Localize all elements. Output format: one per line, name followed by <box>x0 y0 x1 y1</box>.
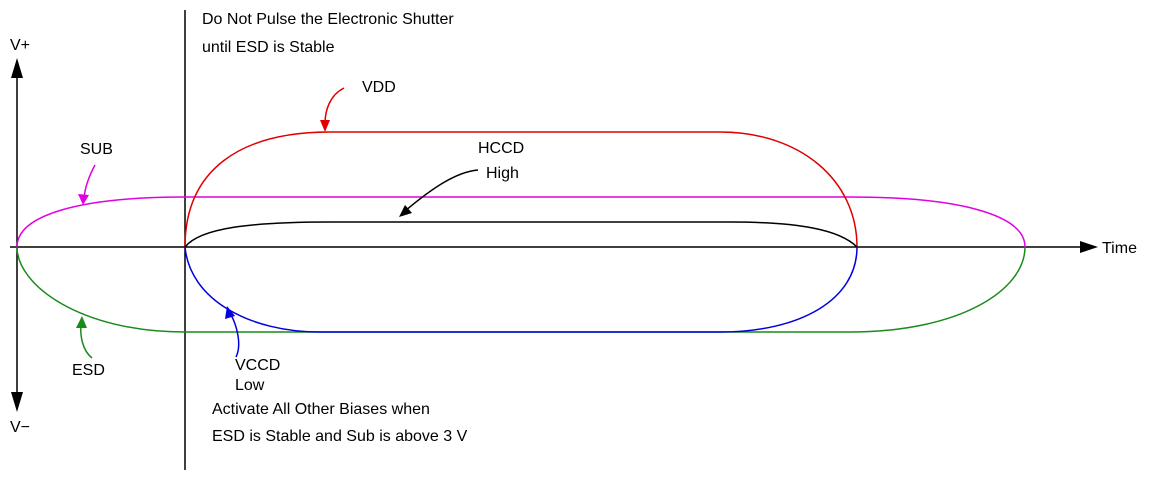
v-plus-arrow <box>11 58 23 78</box>
hccd-curve <box>184 221 858 248</box>
vccd-label: Low <box>235 377 265 394</box>
top-note: Do Not Pulse the Electronic Shutter <box>202 11 454 28</box>
v-minus-arrow <box>11 392 23 412</box>
v-plus-label: V+ <box>10 37 30 54</box>
vccd-label: VCCD <box>235 357 280 374</box>
esd-arrowhead <box>76 316 87 328</box>
esd-curve <box>16 246 1026 333</box>
esd-label: ESD <box>72 362 105 379</box>
vdd-arrowhead <box>320 120 330 132</box>
sub-arrowhead <box>78 194 89 205</box>
time-label: Time <box>1102 240 1137 257</box>
sub-curve <box>16 196 1026 248</box>
sub-pointer <box>83 164 96 199</box>
bottom-note: ESD is Stable and Sub is above 3 V <box>212 428 468 445</box>
v-minus-label: V− <box>10 419 30 436</box>
esd-pointer <box>80 323 93 359</box>
vccd-pointer <box>229 312 240 358</box>
sub-label: SUB <box>80 141 113 158</box>
hccd-arrowhead <box>399 205 412 217</box>
vdd-curve <box>184 131 858 248</box>
time-arrow <box>1080 241 1098 253</box>
top-note: until ESD is Stable <box>202 39 335 56</box>
hccd-pointer <box>404 169 479 212</box>
hccd-label: High <box>486 165 519 182</box>
bottom-note: Activate All Other Biases when <box>212 401 430 418</box>
hccd-label: HCCD <box>478 140 524 157</box>
vdd-label: VDD <box>362 79 396 96</box>
vdd-pointer <box>324 87 345 125</box>
vccd-curve <box>184 246 858 333</box>
vccd-arrowhead <box>225 306 235 319</box>
